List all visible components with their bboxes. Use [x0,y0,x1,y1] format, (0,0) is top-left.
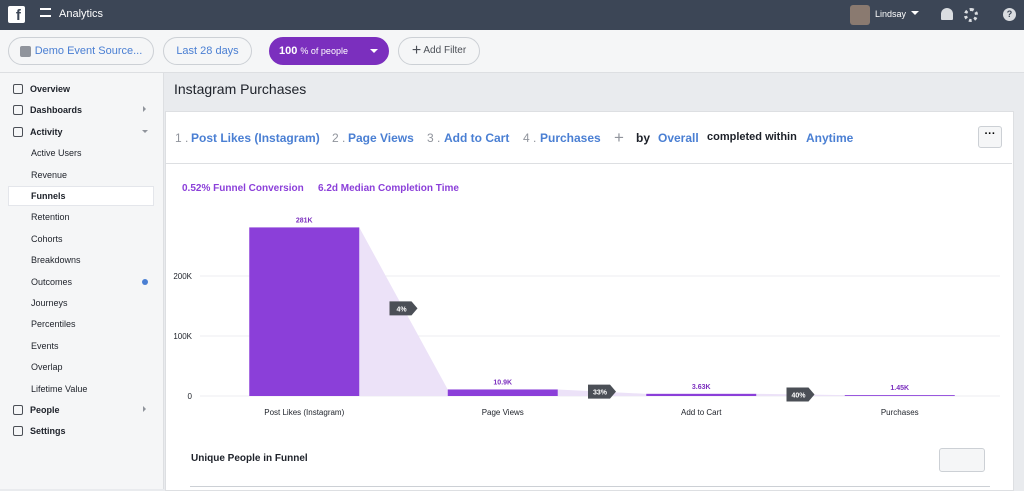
bar [845,395,955,396]
x-tick-label: Purchases [881,408,919,417]
x-tick-label: Post Likes (Instagram) [264,408,344,417]
x-tick-label: Add to Cart [681,408,722,417]
y-tick-label: 100K [173,332,192,341]
y-tick-label: 0 [188,392,193,401]
conversion-label: 40% [791,392,806,399]
bar [448,389,558,396]
value-label: 10.9K [493,379,512,386]
bar [249,227,359,396]
bar [646,394,756,396]
x-tick-label: Page Views [482,408,524,417]
value-label: 281K [296,217,313,224]
value-label: 1.45K [890,385,909,392]
conversion-label: 33% [593,390,608,397]
value-label: 3.63K [692,384,711,391]
conversion-label: 4% [396,306,407,313]
y-tick-label: 200K [173,272,192,281]
